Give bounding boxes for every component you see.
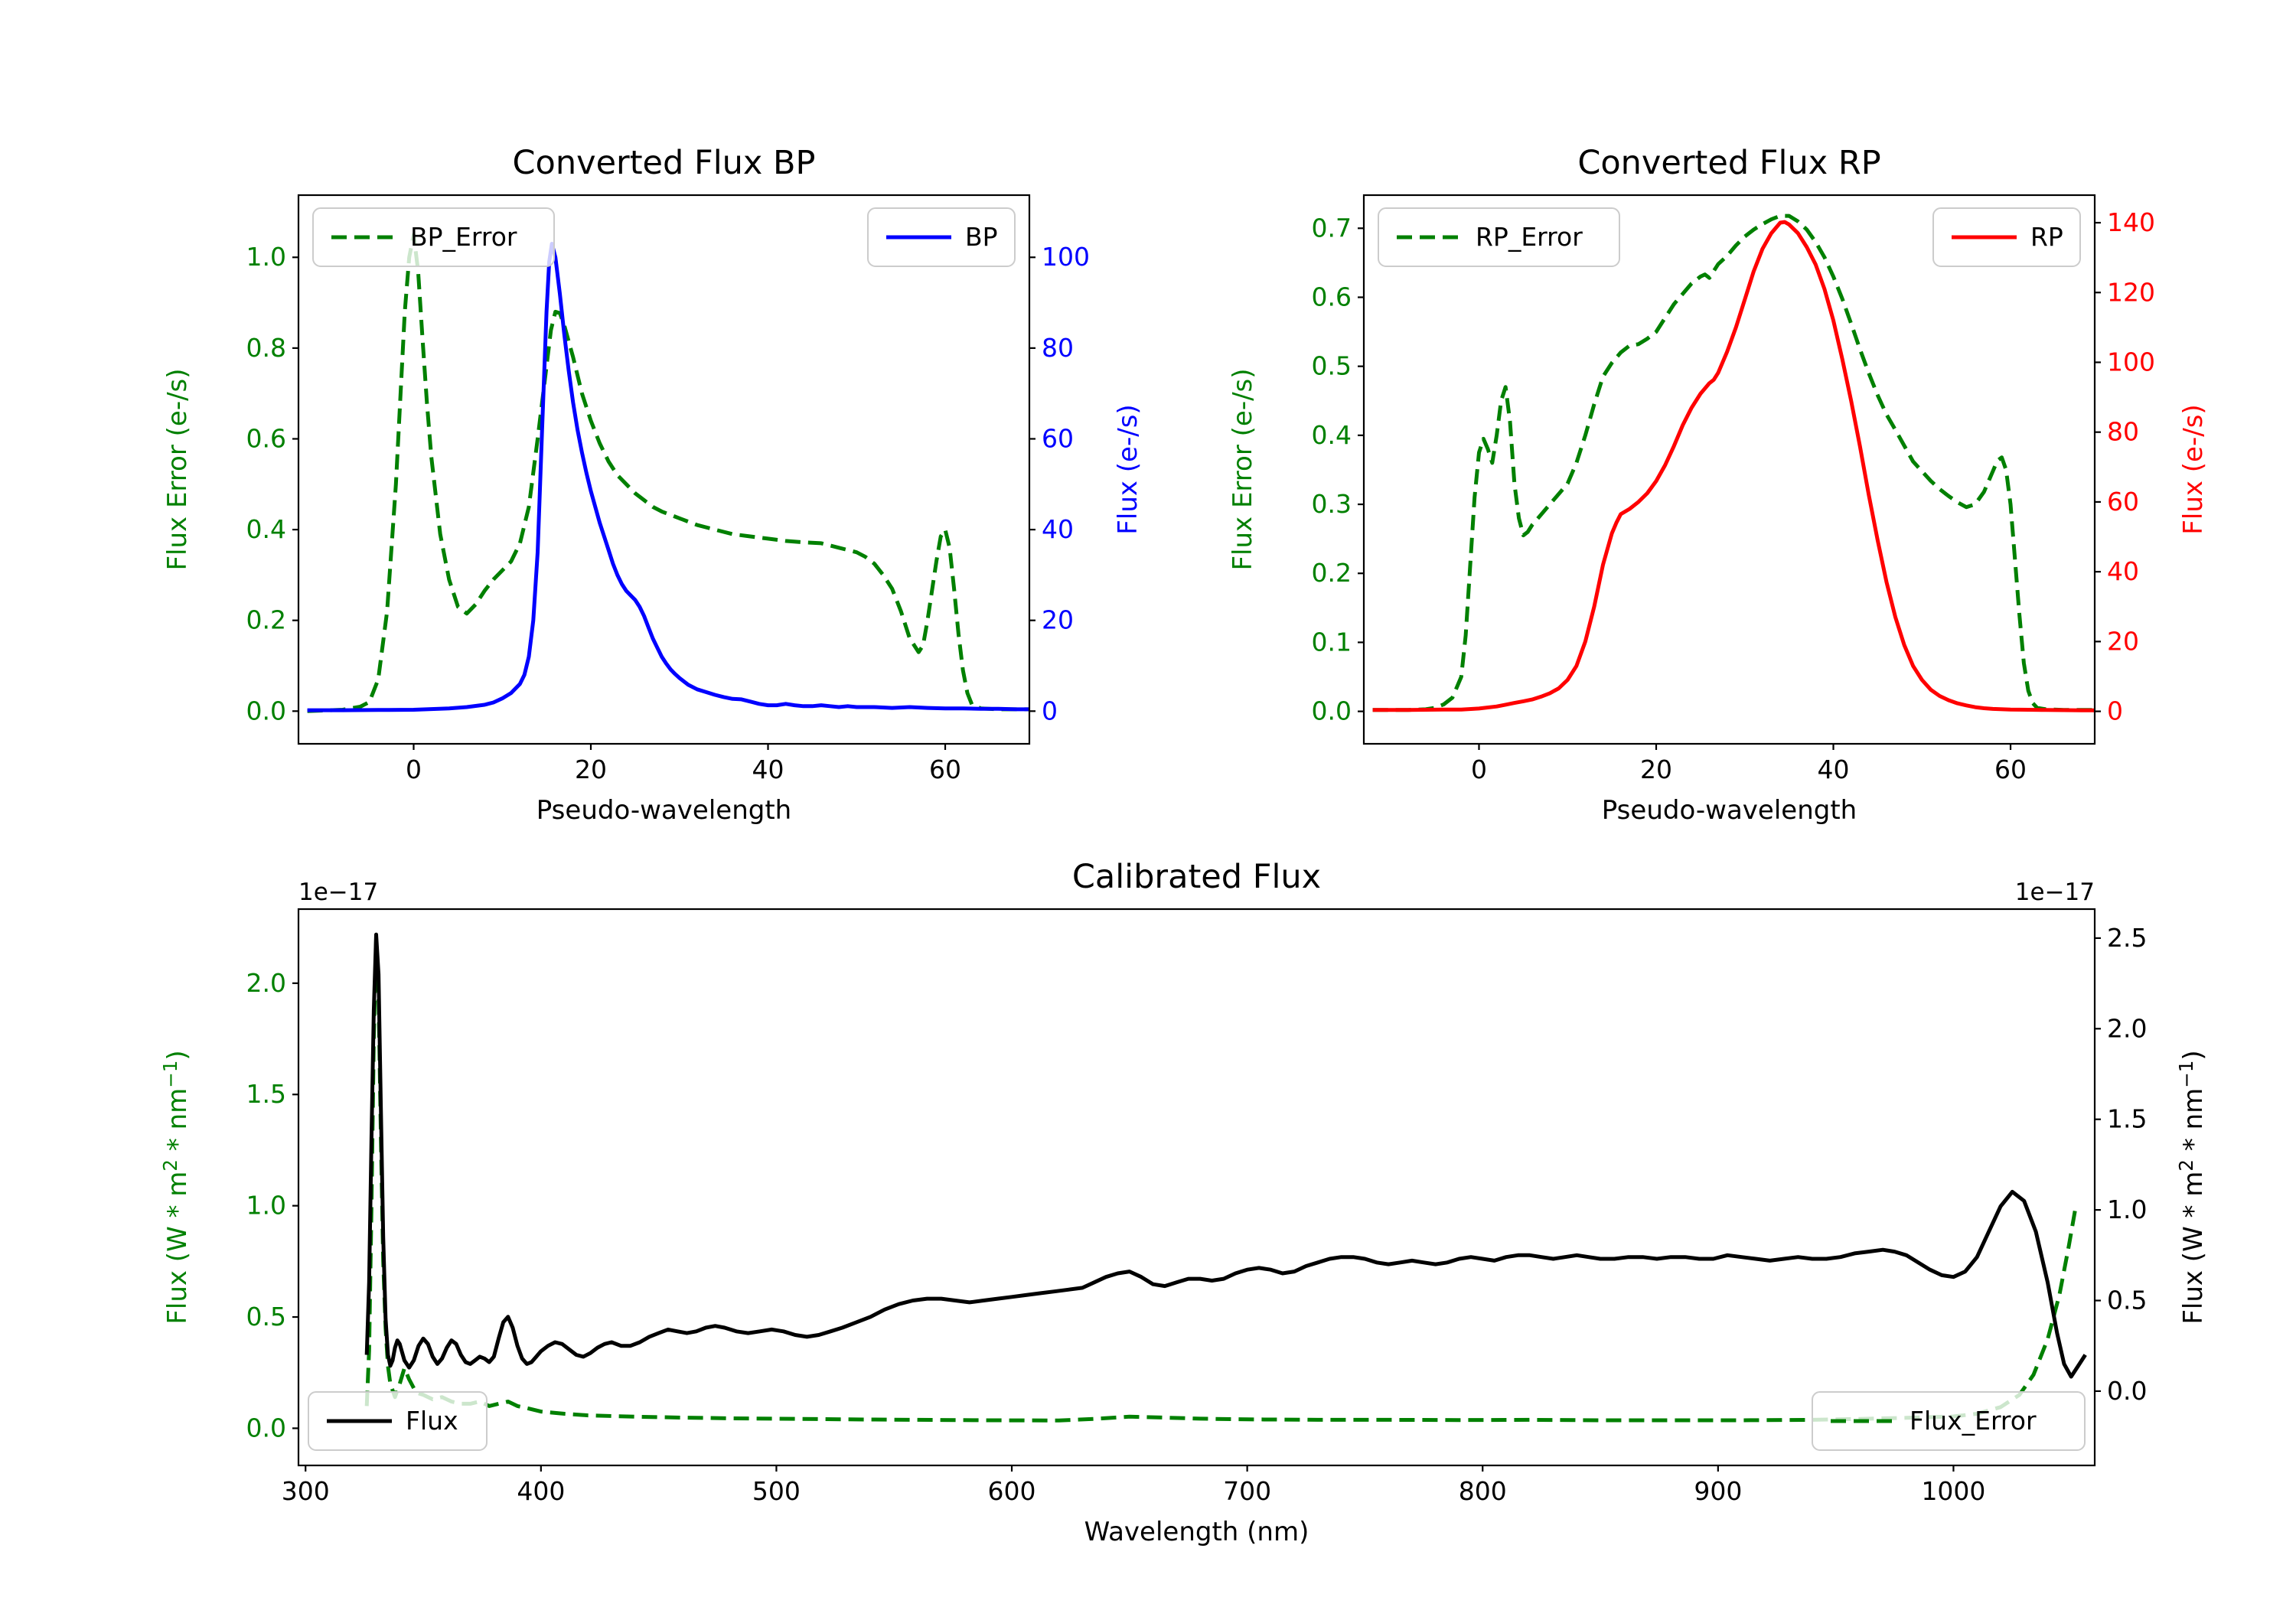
legend-rp_error: RP_Error [1378, 207, 1620, 267]
y-tick-label-left: 0.6 [246, 423, 286, 453]
y-axis-label-right: Flux (W * m2 * nm−1) [2175, 1050, 2209, 1324]
y-tick-label-right: 2.0 [2107, 1013, 2147, 1043]
y-tick-label-right: 1.0 [2107, 1195, 2147, 1224]
series-flux [364, 932, 2087, 1379]
axes-spine [297, 908, 2096, 1467]
x-tick-label: 0 [1471, 755, 1487, 784]
y-tick-label-left: 0.5 [1312, 351, 1352, 381]
chart-title-cal: Calibrated Flux [1072, 858, 1321, 896]
chart-rp: 0 20 40 60 0.0 0.1 0.2 0.3 0.4 0.5 0.6 0.7 Flux Erro… [1228, 144, 2209, 826]
y-tick-label-left: 1.0 [246, 1191, 286, 1221]
offset-text-right: 1e−17 [2015, 878, 2095, 906]
y-tick-label-left: 0.4 [246, 514, 286, 544]
y-tick-label-right: 40 [1042, 514, 1074, 544]
axes-spine [1362, 194, 2096, 745]
y-tick-label-right: 60 [2107, 487, 2139, 517]
x-tick-label: 1000 [1921, 1476, 1985, 1506]
legend-label: BP [965, 222, 998, 252]
x-tick-label: 20 [1640, 755, 1672, 784]
y-tick-label-right: 100 [1042, 242, 1090, 272]
x-tick-label: 20 [575, 755, 607, 784]
x-tick-label: 500 [752, 1476, 801, 1506]
y-axis-label-right: Flux (e-/s) [1113, 404, 1143, 534]
legend-label: Flux [406, 1406, 458, 1436]
y-axis-label-left: Flux Error (e-/s) [1228, 368, 1258, 570]
x-tick-label: 60 [1994, 755, 2027, 784]
y-tick-label-right: 2.5 [2107, 923, 2147, 953]
x-axis-label-bp: Pseudo-wavelength [536, 795, 791, 826]
y-tick-label-right: 0.5 [2107, 1286, 2147, 1315]
legend-rp: RP [1932, 207, 2081, 267]
x-tick-label: 300 [282, 1476, 330, 1506]
x-tick-label: 600 [988, 1476, 1036, 1506]
legend-flux: Flux [308, 1391, 488, 1451]
series-bp [307, 242, 1029, 712]
x-tick-label: 800 [1459, 1476, 1507, 1506]
x-tick-label: 40 [752, 755, 784, 784]
legend-bp: BP [867, 207, 1016, 267]
chart-bp: 0 20 40 60 0.0 0.2 0.4 0.6 0.8 1.0 Flux Error (e-/… [162, 144, 1143, 826]
legend-flux_error: Flux_Error [1812, 1391, 2086, 1451]
y-tick-label-right: 100 [2107, 347, 2155, 376]
y-tick-label-left: 1.5 [246, 1079, 286, 1109]
series-flux_error [364, 937, 2078, 1423]
x-tick-label: 900 [1694, 1476, 1742, 1506]
x-tick-label: 40 [1818, 755, 1850, 784]
y-tick-label-right: 20 [1042, 605, 1074, 635]
y-tick-label-right: 40 [2107, 556, 2139, 586]
y-tick-label-right: 0.0 [2107, 1376, 2147, 1406]
legend-label: BP_Error [410, 222, 517, 252]
y-tick-label-left: 0.0 [246, 1413, 286, 1442]
x-tick-label: 0 [406, 755, 422, 784]
y-tick-label-right: 60 [1042, 423, 1074, 453]
y-tick-label-right: 0 [1042, 696, 1058, 725]
axes-spine [297, 194, 1031, 745]
y-tick-label-right: 120 [2107, 277, 2155, 307]
y-tick-label-left: 0.1 [1312, 627, 1352, 657]
chart-cal: 300 400 500 600 700 800 900 1000 0.0 0.5 1.0 1.5 2.0… [159, 858, 2209, 1547]
y-tick-label-left: 0.6 [1312, 282, 1352, 311]
y-tick-label-right: 80 [2107, 417, 2139, 447]
y-tick-label-left: 1.0 [246, 242, 286, 272]
y-tick-label-right: 20 [2107, 626, 2139, 656]
y-axis-label-left: Flux Error (e-/s) [162, 368, 193, 570]
y-tick-label-left: 2.0 [246, 968, 286, 998]
series-rp_error [1372, 214, 2095, 712]
y-tick-label-right: 80 [1042, 333, 1074, 363]
y-tick-label-left: 0.2 [1312, 558, 1352, 588]
offset-text-left: 1e−17 [298, 878, 378, 906]
legend-label: RP [2030, 222, 2063, 252]
x-tick-label: 60 [929, 755, 961, 784]
x-axis-label-rp: Pseudo-wavelength [1602, 795, 1857, 826]
y-tick-label-right: 1.5 [2107, 1104, 2147, 1134]
x-tick-label: 700 [1223, 1476, 1271, 1506]
y-tick-label-left: 0.3 [1312, 489, 1352, 519]
series-rp [1372, 220, 2095, 712]
y-tick-label-right: 0 [2107, 696, 2123, 726]
y-tick-label-left: 0.2 [246, 605, 286, 635]
legend-label: Flux_Error [1910, 1406, 2037, 1436]
y-tick-label-right: 140 [2107, 207, 2155, 237]
y-tick-label-left: 0.7 [1312, 213, 1352, 243]
y-tick-label-left: 0.5 [246, 1302, 286, 1332]
y-tick-label-left: 0.0 [1312, 696, 1352, 726]
chart-title-rp: Converted Flux RP [1577, 144, 1880, 182]
y-axis-label-left: Flux (W * m2 * nm−1) [159, 1050, 193, 1324]
legend-label: RP_Error [1476, 222, 1583, 252]
legend-bp_error: BP_Error [312, 207, 555, 267]
y-tick-label-left: 0.8 [246, 333, 286, 363]
y-axis-label-right: Flux (e-/s) [2178, 404, 2209, 534]
series-bp_error [307, 233, 1029, 713]
y-tick-label-left: 0.4 [1312, 420, 1352, 450]
x-axis-label-cal: Wavelength (nm) [1084, 1517, 1309, 1547]
chart-title-bp: Converted Flux BP [513, 144, 816, 182]
x-tick-label: 400 [517, 1476, 565, 1506]
y-tick-label-left: 0.0 [246, 696, 286, 725]
